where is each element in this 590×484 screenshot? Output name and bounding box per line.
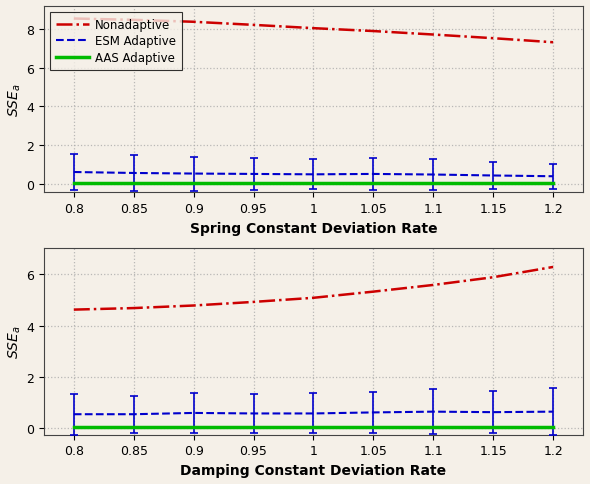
Legend: Nonadaptive, ESM Adaptive, AAS Adaptive: Nonadaptive, ESM Adaptive, AAS Adaptive — [50, 13, 182, 71]
Y-axis label: $SSE_a$: $SSE_a$ — [7, 83, 24, 117]
Y-axis label: $SSE_a$: $SSE_a$ — [7, 325, 24, 359]
X-axis label: Spring Constant Deviation Rate: Spring Constant Deviation Rate — [189, 221, 437, 235]
X-axis label: Damping Constant Deviation Rate: Damping Constant Deviation Rate — [181, 463, 447, 477]
